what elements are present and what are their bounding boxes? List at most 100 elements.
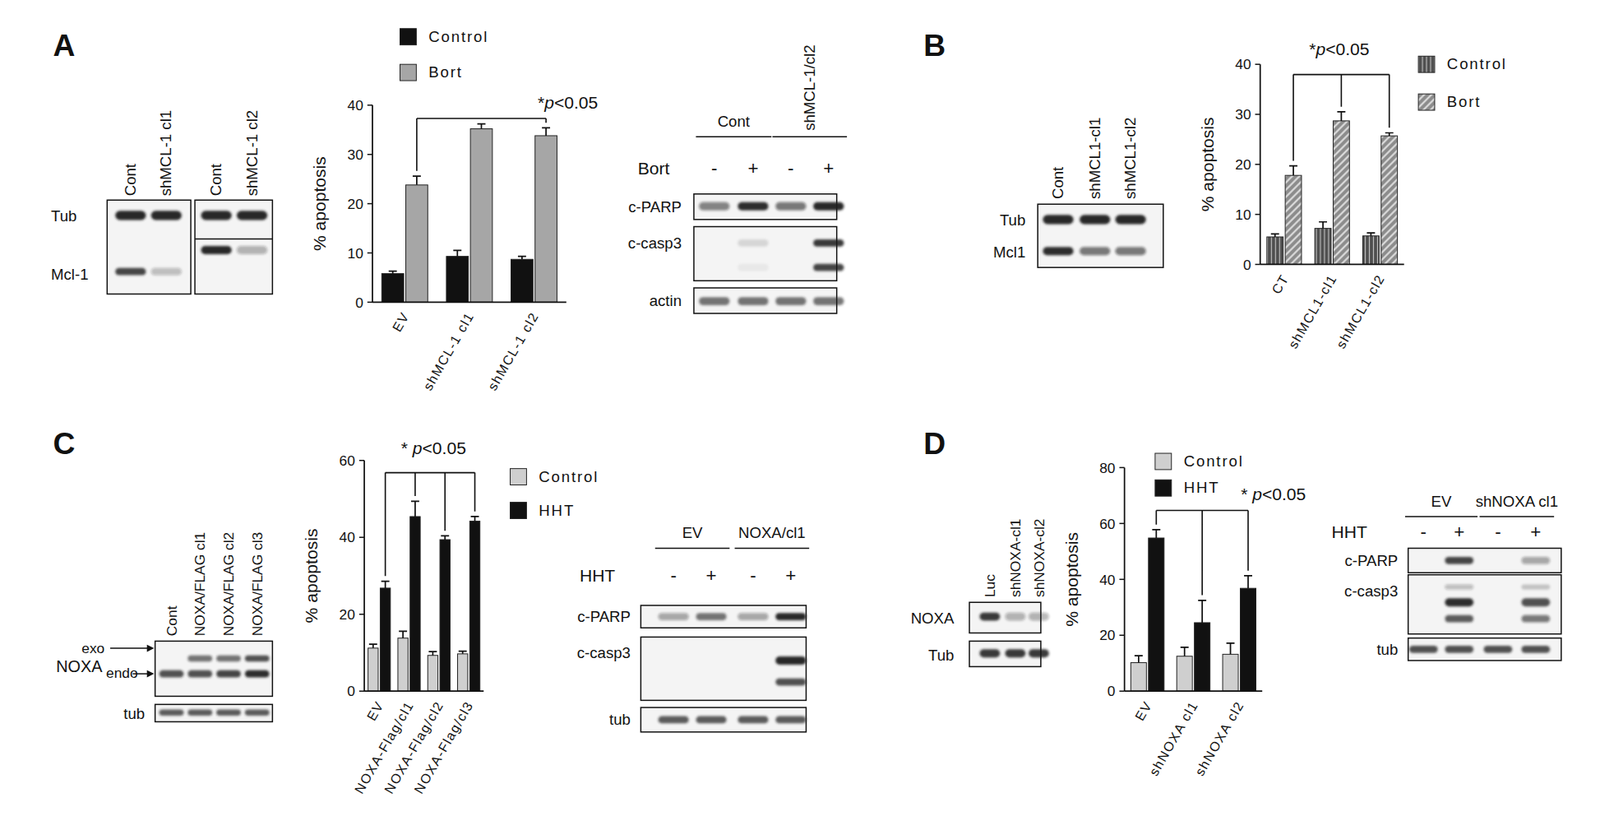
- blot-band: [737, 239, 768, 247]
- annotation: *p<0.05: [537, 92, 598, 112]
- group-line: [1405, 515, 1478, 517]
- error-bar: [458, 651, 468, 654]
- blot-band: [1004, 612, 1026, 621]
- bar: [469, 521, 480, 692]
- blot-band: [187, 709, 213, 716]
- blot-divider: [194, 238, 273, 240]
- bar: [1148, 537, 1165, 691]
- blot-band: [236, 245, 268, 255]
- arrow-shaft: [132, 672, 149, 674]
- blot-box: [640, 707, 806, 732]
- blot-band: [151, 268, 182, 276]
- group-label: EV: [682, 523, 703, 542]
- x-tick-label: EV: [363, 698, 387, 723]
- blot-band: [1444, 645, 1474, 653]
- blot-band: [657, 612, 689, 620]
- blot-band: [979, 612, 1000, 621]
- row-label: c-casp3: [577, 643, 631, 662]
- y-tick-label: 60: [1099, 515, 1115, 532]
- blot-band: [1444, 584, 1474, 590]
- blot-band: [159, 670, 185, 678]
- y-tick-label: 40: [339, 528, 356, 546]
- y-tick: [359, 613, 365, 615]
- treatment-sign: -: [787, 157, 794, 179]
- row-label: c-casp3: [1344, 582, 1398, 600]
- bar: [381, 273, 404, 303]
- legend-label: Control: [538, 467, 599, 486]
- blot-band: [216, 709, 241, 716]
- row-label: c-PARP: [628, 198, 682, 216]
- blot-band: [813, 202, 844, 211]
- blot-band: [813, 263, 844, 272]
- blot-band: [1079, 214, 1110, 224]
- blot-band: [813, 239, 844, 247]
- blot-band: [1042, 214, 1073, 224]
- y-tick-label: 0: [1107, 682, 1116, 699]
- blot-band: [1042, 246, 1073, 255]
- arrow-head: [147, 644, 155, 653]
- y-tick: [1119, 578, 1124, 580]
- blot-band: [245, 670, 270, 678]
- group-line: [655, 547, 731, 549]
- y-tick: [1255, 63, 1261, 65]
- blot-band: [737, 263, 768, 272]
- x-tick-label: EV: [1132, 698, 1156, 723]
- error-bar: [398, 630, 407, 638]
- error-bar: [1180, 647, 1189, 657]
- bar: [379, 587, 390, 691]
- legend-label: HHT: [538, 501, 575, 519]
- legend-swatch: [1155, 453, 1172, 470]
- marks: [1267, 111, 1398, 264]
- y-tick-label: 40: [347, 97, 364, 114]
- x-axis: [1260, 263, 1405, 266]
- y-tick-label: 30: [1234, 106, 1251, 123]
- blot-band: [1409, 645, 1439, 653]
- lane-label: Cont: [121, 162, 139, 196]
- legend-label: Control: [1183, 452, 1244, 470]
- blot: c-PARPc-casp3tubEVshNOXA cl1HHT-+-+: [1331, 492, 1562, 661]
- error-bar: [381, 581, 390, 588]
- blot: c-PARPc-casp3tubEVNOXA/cl1HHT-+-+: [577, 523, 810, 732]
- blot-band: [979, 648, 1000, 657]
- panel-letter: B: [923, 27, 946, 63]
- y-tick: [367, 153, 373, 155]
- blot-band: [1028, 648, 1050, 657]
- treatment-sign: +: [823, 157, 834, 179]
- blot-band: [236, 210, 268, 220]
- error-bar: [369, 643, 378, 648]
- x-axis: [372, 300, 567, 303]
- x-tick-label: CT: [1268, 271, 1292, 296]
- blot-band: [1521, 584, 1550, 590]
- group-line: [695, 136, 772, 138]
- group-label: Cont: [717, 112, 751, 130]
- blot-band: [245, 655, 270, 662]
- error-bar: [412, 175, 421, 185]
- annotation-part: <0.05: [1325, 39, 1369, 59]
- y-tick: [367, 104, 373, 106]
- error-bar: [1197, 600, 1207, 623]
- legend-label: Control: [428, 27, 489, 46]
- blot-band: [245, 709, 270, 716]
- significance-bracket: [416, 118, 546, 172]
- y-axis: [363, 460, 366, 691]
- blot-band: [1521, 645, 1550, 653]
- lane-label: shNOXA-cl1: [1007, 518, 1024, 598]
- y-tick: [1255, 263, 1261, 265]
- y-tick-label: 60: [339, 452, 356, 469]
- annotation-part: *: [1308, 39, 1316, 59]
- bar: [1314, 228, 1332, 265]
- y-tick: [1119, 467, 1124, 468]
- y-tick: [359, 459, 365, 461]
- lane-label: Cont: [1049, 166, 1067, 199]
- panel-letter: D: [923, 425, 946, 461]
- y-tick: [367, 252, 373, 254]
- annotation-part: <0.05: [554, 92, 598, 112]
- y-tick: [367, 301, 373, 303]
- x-tick-label: shMCL-1 cl1: [420, 309, 477, 394]
- y-tick-label: 0: [1243, 256, 1252, 273]
- legend-swatch: [400, 28, 417, 46]
- significance-bracket: [1293, 74, 1390, 162]
- error-bar: [1336, 111, 1346, 121]
- blot-band: [187, 655, 213, 662]
- lane-label: Luc: [981, 573, 999, 597]
